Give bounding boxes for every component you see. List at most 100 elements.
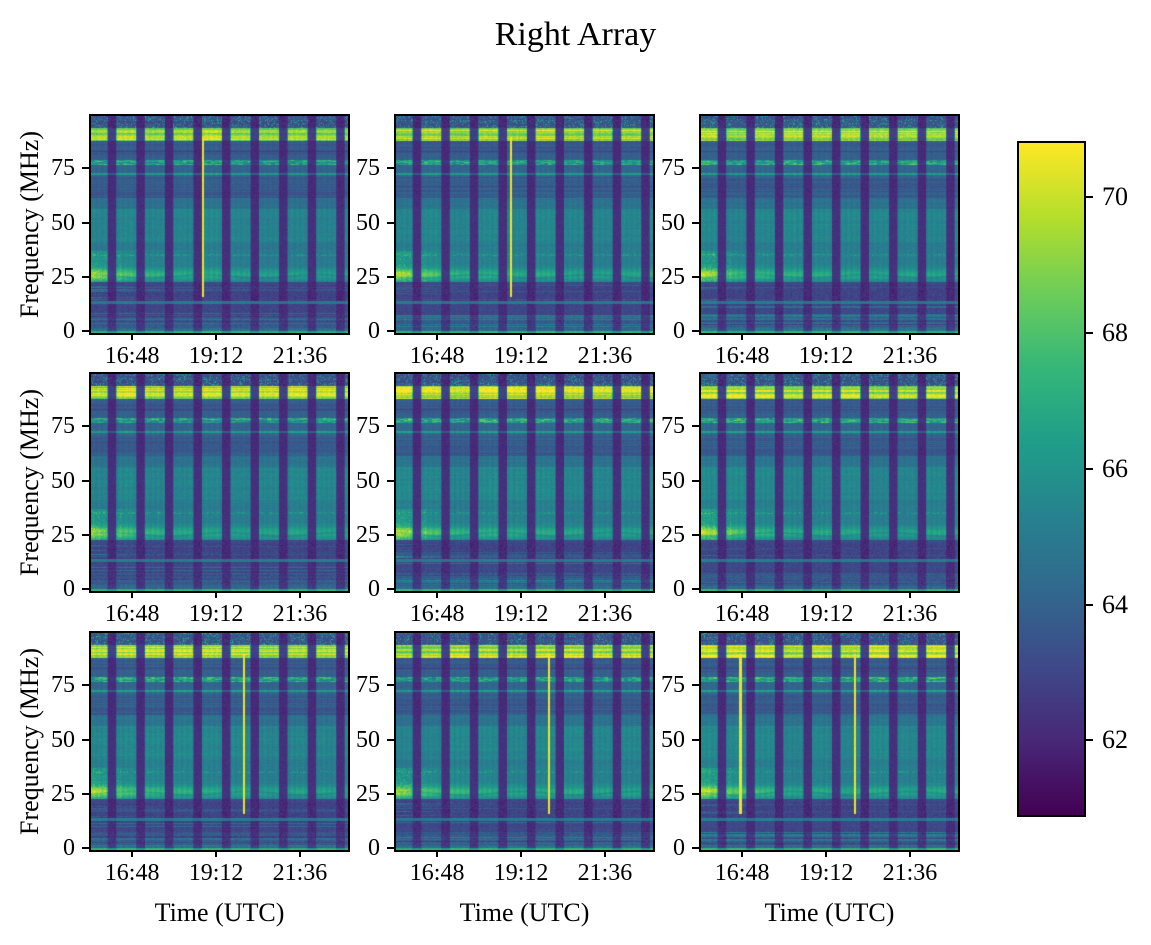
y-tick-mark — [387, 792, 394, 795]
colorbar-tick-mark — [1086, 332, 1093, 335]
x-tick-mark — [825, 591, 828, 598]
x-tick-label: 16:48 — [714, 860, 770, 886]
x-tick-label: 16:48 — [714, 343, 770, 369]
x-axis-label: Time (UTC) — [459, 898, 590, 927]
y-tick-label: 50 — [51, 209, 75, 236]
y-tick-label: 50 — [356, 726, 380, 753]
spectrogram-panel-r1c1: 0 25 50 75 16:48 19:12 21:36 — [356, 372, 655, 627]
x-tick-label: 16:48 — [104, 860, 160, 886]
y-tick-mark — [387, 533, 394, 536]
spectrogram-image — [91, 116, 348, 333]
colorbar-tick-label: 66 — [1102, 453, 1128, 483]
y-tick-label: 0 — [63, 318, 75, 344]
x-tick-label: 16:48 — [409, 343, 465, 369]
y-axis-label: Frequency (MHz) — [15, 389, 44, 576]
x-tick-mark — [436, 850, 439, 857]
y-tick-mark — [387, 738, 394, 741]
spectrogram-image — [396, 374, 653, 591]
y-tick-mark — [387, 479, 394, 482]
spectrogram-panel-r0c0: 0 25 50 75 16:48 19:12 21:36 — [51, 114, 350, 369]
y-tick-label: 0 — [63, 576, 75, 602]
y-tick-mark — [82, 425, 89, 428]
y-tick-mark — [387, 684, 394, 687]
y-tick-mark — [387, 275, 394, 278]
y-tick-mark — [82, 792, 89, 795]
spectrogram-image — [701, 116, 958, 333]
y-tick-mark — [692, 847, 699, 849]
spectrogram-image — [396, 633, 653, 850]
y-tick-mark — [692, 330, 699, 332]
x-tick-label: 19:12 — [493, 601, 549, 627]
y-tick-mark — [82, 221, 89, 224]
x-tick-mark — [436, 333, 439, 340]
colorbar-tick-label: 64 — [1102, 589, 1128, 619]
x-tick-label: 21:36 — [272, 860, 328, 886]
y-tick-label: 25 — [51, 263, 75, 290]
spectrogram-image — [91, 374, 348, 591]
y-tick-label: 75 — [661, 672, 685, 699]
x-tick-label: 19:12 — [798, 601, 854, 627]
y-tick-mark — [387, 847, 394, 849]
y-tick-label: 0 — [63, 835, 75, 861]
spectrogram-panel-r2c2: 0 25 50 75 16:48 19:12 21:36 — [661, 631, 960, 886]
y-tick-mark — [82, 684, 89, 687]
x-tick-mark — [131, 850, 134, 857]
spectrogram-image — [91, 633, 348, 850]
y-tick-mark — [82, 330, 89, 332]
y-tick-label: 50 — [51, 467, 75, 494]
y-tick-mark — [387, 221, 394, 224]
colorbar-tick-mark — [1086, 467, 1093, 470]
x-tick-label: 19:12 — [188, 860, 244, 886]
x-tick-label: 16:48 — [409, 601, 465, 627]
y-tick-label: 50 — [661, 209, 685, 236]
y-tick-label: 0 — [673, 835, 685, 861]
x-tick-mark — [215, 591, 218, 598]
spectrogram-image — [701, 374, 958, 591]
y-tick-mark — [692, 425, 699, 428]
y-tick-label: 0 — [368, 835, 380, 861]
y-tick-mark — [82, 479, 89, 482]
x-tick-label: 21:36 — [577, 343, 633, 369]
y-tick-mark — [692, 684, 699, 687]
x-tick-mark — [741, 850, 744, 857]
spectrogram-panel-r2c1: 0 25 50 75 16:48 19:12 21:36 — [356, 631, 655, 886]
x-tick-mark — [603, 850, 606, 857]
x-tick-label: 19:12 — [188, 343, 244, 369]
x-tick-label: 21:36 — [272, 601, 328, 627]
y-tick-mark — [387, 330, 394, 332]
y-tick-mark — [692, 533, 699, 536]
y-tick-label: 0 — [368, 576, 380, 602]
x-tick-label: 19:12 — [493, 343, 549, 369]
x-axis-label: Time (UTC) — [764, 898, 895, 927]
x-tick-label: 19:12 — [188, 601, 244, 627]
x-tick-mark — [741, 333, 744, 340]
colorbar — [1017, 141, 1086, 817]
y-tick-mark — [387, 425, 394, 428]
x-tick-mark — [741, 591, 744, 598]
y-tick-label: 25 — [356, 780, 380, 807]
y-tick-label: 50 — [356, 467, 380, 494]
y-tick-label: 0 — [673, 318, 685, 344]
x-tick-mark — [298, 333, 301, 340]
y-tick-label: 50 — [661, 726, 685, 753]
y-tick-mark — [692, 738, 699, 741]
y-tick-label: 75 — [356, 413, 380, 440]
y-tick-label: 50 — [661, 467, 685, 494]
colorbar-tick-mark — [1086, 739, 1093, 742]
y-tick-label: 75 — [51, 155, 75, 182]
y-tick-label: 75 — [356, 155, 380, 182]
x-tick-label: 16:48 — [409, 860, 465, 886]
x-tick-label: 16:48 — [104, 601, 160, 627]
x-tick-mark — [908, 850, 911, 857]
y-tick-label: 75 — [51, 672, 75, 699]
x-tick-label: 16:48 — [714, 601, 770, 627]
spectrogram-panel-r1c0: 0 25 50 75 16:48 19:12 21:36 — [51, 372, 350, 627]
y-tick-label: 50 — [356, 209, 380, 236]
x-tick-mark — [215, 850, 218, 857]
x-tick-label: 19:12 — [798, 343, 854, 369]
x-axis-label: Time (UTC) — [154, 898, 285, 927]
x-tick-mark — [603, 333, 606, 340]
y-tick-label: 25 — [51, 780, 75, 807]
x-tick-mark — [436, 591, 439, 598]
